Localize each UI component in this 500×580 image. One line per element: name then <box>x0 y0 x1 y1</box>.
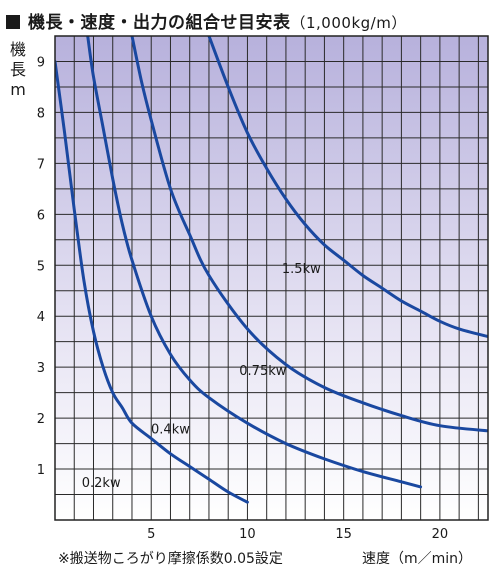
y-tick-label: 5 <box>37 259 45 274</box>
x-tick-label: 20 <box>432 527 449 542</box>
series-curves <box>55 36 488 504</box>
series-label: 1.5kw <box>282 262 321 277</box>
grid-lines <box>55 36 488 520</box>
y-tick-label: 1 <box>37 463 45 478</box>
x-tick-label: 5 <box>147 527 155 542</box>
square-bullet-icon <box>6 15 20 29</box>
y-tick-label: 4 <box>37 310 45 325</box>
series-label: 0.2kw <box>82 476 121 491</box>
x-axis-label: 速度（m／min） <box>362 551 473 567</box>
y-tick-label: 3 <box>37 361 45 376</box>
y-tick-label: 6 <box>37 208 45 223</box>
plot-background <box>55 36 488 520</box>
series-line-0-2kw <box>55 60 249 504</box>
footnote: ※搬送物ころがり摩擦係数0.05設定 <box>58 551 283 567</box>
y-axis-label: 機長 m <box>9 40 26 99</box>
series-labels: 0.2kw 0.4kw 0.75kw 1.5kw <box>82 262 321 491</box>
y-tick-label: 8 <box>37 106 45 121</box>
y-tick-label: 7 <box>37 157 45 172</box>
series-line-0-75kw <box>130 36 488 433</box>
chart-title-text: 機長・速度・出力の組合せ目安表 <box>28 13 291 33</box>
series-label: 0.75kw <box>239 364 286 379</box>
x-tick-label: 10 <box>239 527 256 542</box>
series-line-0-4kw <box>86 36 423 489</box>
series-label: 0.4kw <box>151 422 190 437</box>
series-line-1-5kw <box>207 36 488 339</box>
y-tick-label: 9 <box>37 55 45 70</box>
tick-labels: 5 10 15 20 1 2 3 4 5 6 7 8 9 <box>37 55 448 542</box>
chart-title-unit: （1,000kg/m） <box>290 14 407 32</box>
plot-frame <box>54 35 489 521</box>
chart-title: 機長・速度・出力の組合せ目安表（1,000kg/m） <box>6 8 407 33</box>
y-tick-label: 2 <box>37 412 45 427</box>
x-tick-label: 15 <box>335 527 352 542</box>
